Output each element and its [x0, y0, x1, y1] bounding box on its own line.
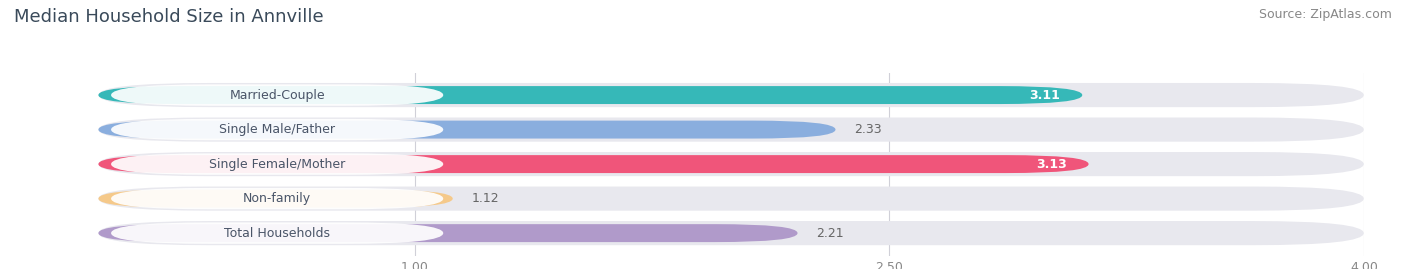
- FancyBboxPatch shape: [111, 153, 443, 175]
- Text: Non-family: Non-family: [243, 192, 311, 205]
- FancyBboxPatch shape: [111, 222, 443, 244]
- FancyBboxPatch shape: [98, 86, 1083, 104]
- Text: 3.11: 3.11: [1029, 89, 1060, 102]
- Text: Total Households: Total Households: [224, 226, 330, 240]
- FancyBboxPatch shape: [98, 118, 1364, 142]
- Text: 2.33: 2.33: [855, 123, 882, 136]
- FancyBboxPatch shape: [98, 186, 1364, 211]
- FancyBboxPatch shape: [111, 119, 443, 140]
- FancyBboxPatch shape: [98, 121, 835, 139]
- Text: 3.13: 3.13: [1036, 158, 1067, 171]
- Text: 1.12: 1.12: [472, 192, 499, 205]
- FancyBboxPatch shape: [98, 221, 1364, 245]
- FancyBboxPatch shape: [111, 84, 443, 106]
- FancyBboxPatch shape: [98, 152, 1364, 176]
- Text: Single Male/Father: Single Male/Father: [219, 123, 335, 136]
- Text: Single Female/Mother: Single Female/Mother: [209, 158, 346, 171]
- Text: Married-Couple: Married-Couple: [229, 89, 325, 102]
- FancyBboxPatch shape: [98, 83, 1364, 107]
- FancyBboxPatch shape: [98, 155, 1088, 173]
- Text: Source: ZipAtlas.com: Source: ZipAtlas.com: [1258, 8, 1392, 21]
- FancyBboxPatch shape: [98, 224, 797, 242]
- FancyBboxPatch shape: [98, 190, 453, 208]
- Text: Median Household Size in Annville: Median Household Size in Annville: [14, 8, 323, 26]
- Text: 2.21: 2.21: [817, 226, 844, 240]
- FancyBboxPatch shape: [111, 188, 443, 209]
